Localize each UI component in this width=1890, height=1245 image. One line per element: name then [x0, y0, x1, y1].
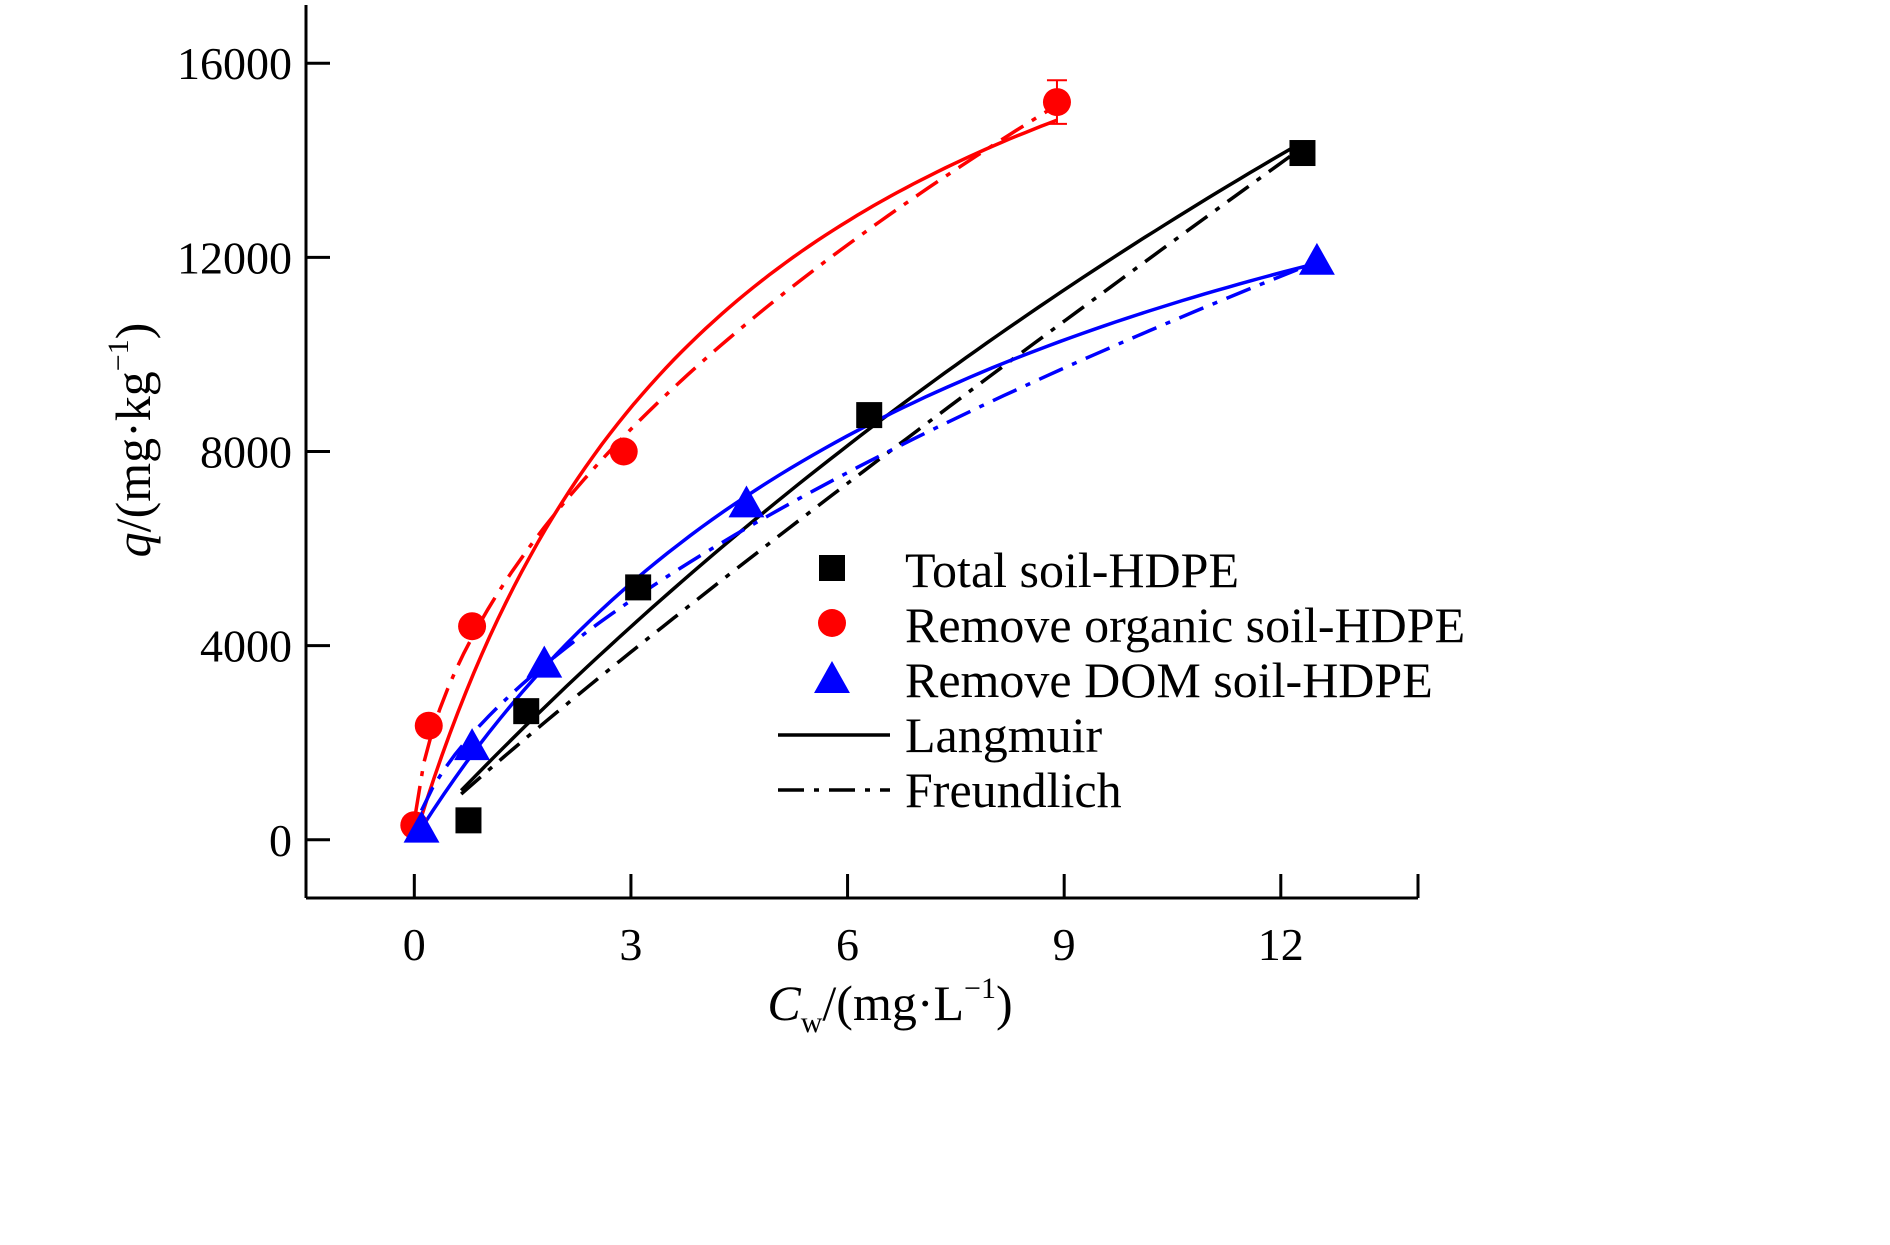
legend-swatch-triangle: [814, 661, 850, 693]
freundlich-fit-line: [414, 103, 1058, 812]
x-tick-label: 9: [1053, 919, 1076, 970]
x-tick-label: 3: [619, 919, 642, 970]
legend-item: Freundlich: [778, 762, 1122, 818]
y-tick-label: 16000: [177, 38, 292, 89]
y-tick-label: 8000: [200, 427, 292, 478]
axes-layer: 0 3 6 9 12 0 4000 8000 12000 16000 Cw/(mg·L−1) q/(m…: [102, 5, 1420, 1039]
x-tick-label: 12: [1258, 919, 1304, 970]
legend-label: Remove DOM soil-HDPE: [905, 652, 1433, 708]
square-data-point: [513, 698, 540, 725]
triangle-data-point: [454, 728, 491, 761]
legend-swatch-circle: [818, 609, 846, 637]
y-tick-label: 4000: [200, 621, 292, 672]
circle-data-point: [414, 711, 443, 740]
x-tick-label: 0: [403, 919, 426, 970]
triangle-data-point: [403, 810, 440, 843]
legend-label: Langmuir: [905, 707, 1103, 763]
legend-label: Remove organic soil-HDPE: [905, 597, 1465, 653]
freundlich-fit-line: [419, 260, 1318, 812]
circle-data-point: [609, 437, 638, 466]
legend-swatch-square: [819, 555, 845, 581]
square-data-point: [856, 402, 883, 429]
legend-label: Freundlich: [905, 762, 1122, 818]
y-tick-label: 0: [269, 815, 292, 866]
legend-item: Remove organic soil-HDPE: [818, 597, 1465, 653]
legend-item: Total soil-HDPE: [819, 542, 1239, 598]
legend-item: Remove DOM soil-HDPE: [814, 652, 1433, 708]
square-data-point: [1289, 140, 1316, 167]
circle-data-point: [458, 612, 487, 641]
legend-item: Langmuir: [778, 707, 1103, 763]
legend-label: Total soil-HDPE: [905, 542, 1239, 598]
y-axis-title: q/(mg·kg−1): [102, 323, 161, 558]
data-points-layer: [400, 79, 1335, 843]
circle-data-point: [1042, 88, 1071, 117]
x-tick-label: 6: [836, 919, 859, 970]
triangle-data-point: [526, 645, 563, 678]
x-axis-title: Cw/(mg·L−1): [767, 972, 1012, 1039]
triangle-data-point: [1298, 242, 1335, 275]
y-tick-label: 12000: [177, 232, 292, 283]
square-data-point: [625, 574, 652, 601]
triangle-data-point: [728, 485, 765, 518]
square-data-point: [455, 807, 482, 834]
langmuir-fit-line: [416, 118, 1058, 829]
fit-lines-layer: [414, 103, 1318, 830]
